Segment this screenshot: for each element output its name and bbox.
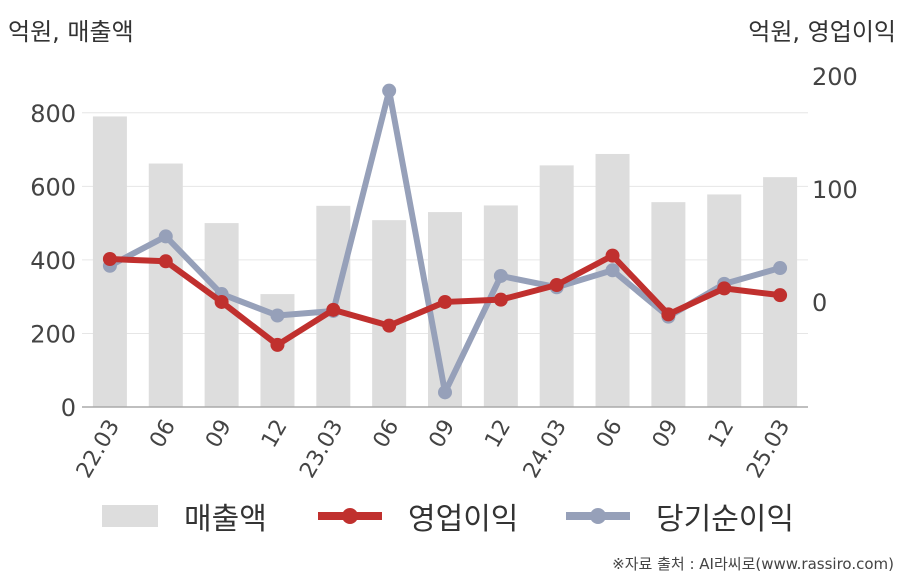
point-operating-9 <box>605 248 620 263</box>
right-axis-unit: 억원, 영업이익 <box>748 18 896 46</box>
point-operating-3 <box>270 337 285 352</box>
legend-item-sales: 매출액 <box>102 494 267 538</box>
point-operating-7 <box>493 292 508 307</box>
x-tick-3: 12 <box>257 416 293 453</box>
x-tick-2: 09 <box>201 416 237 453</box>
point-operating-10 <box>661 307 676 322</box>
bar-sales-11 <box>707 194 742 407</box>
legend-swatch-operating <box>318 508 382 524</box>
x-tick-11: 12 <box>704 416 740 453</box>
point-operating-2 <box>214 294 229 309</box>
source-note: ※자료 출처 : AI라씨로(www.rassiro.com) <box>612 555 894 573</box>
point-net-3 <box>270 308 285 323</box>
x-tick-5: 06 <box>369 416 405 453</box>
point-operating-6 <box>438 294 452 309</box>
x-tick-7: 12 <box>480 416 516 453</box>
y-right-tick-200: 200 <box>812 63 858 91</box>
y-left-tick-600: 600 <box>30 173 76 201</box>
point-net-9 <box>605 263 620 278</box>
x-tick-1: 06 <box>145 416 181 453</box>
y-right-tick-100: 100 <box>812 176 858 204</box>
point-net-7 <box>493 268 508 283</box>
x-tick-10: 09 <box>648 416 684 453</box>
bar-sales-1 <box>148 163 183 407</box>
bar-sales-5 <box>372 220 407 407</box>
legend-item-net: 당기순이익 <box>566 494 794 538</box>
y-left-tick-800: 800 <box>30 100 76 128</box>
point-net-5 <box>382 83 397 98</box>
point-net-1 <box>158 229 173 244</box>
x-tick-4: 23.03 <box>295 416 348 481</box>
y-left-tick-200: 200 <box>30 320 76 348</box>
legend-label-net: 당기순이익 <box>656 502 794 537</box>
x-tick-8: 24.03 <box>519 416 572 481</box>
bar-sales-2 <box>204 223 239 407</box>
y-left-tick-0: 0 <box>61 394 76 422</box>
x-tick-9: 06 <box>592 416 628 453</box>
y-left-tick-400: 400 <box>30 247 76 275</box>
left-axis-unit: 억원, 매출액 <box>8 18 134 46</box>
point-operating-1 <box>158 254 173 269</box>
legend-label-sales: 매출액 <box>184 502 267 537</box>
legend-swatch-net <box>566 508 630 524</box>
point-operating-8 <box>549 277 564 292</box>
x-tick-6: 09 <box>425 416 461 453</box>
point-operating-0 <box>102 252 117 267</box>
point-net-6 <box>438 385 452 400</box>
point-operating-11 <box>717 281 732 296</box>
point-operating-12 <box>773 288 788 303</box>
y-right-tick-0: 0 <box>812 289 827 317</box>
legend-label-operating: 영업이익 <box>408 502 519 537</box>
point-operating-4 <box>326 302 341 317</box>
point-net-12 <box>773 261 788 276</box>
legend-item-operating: 영업이익 <box>318 494 518 538</box>
legend-swatch-sales <box>102 505 158 527</box>
point-operating-5 <box>382 318 397 333</box>
x-tick-0: 22.03 <box>72 416 125 481</box>
x-tick-12: 25.03 <box>742 416 795 481</box>
